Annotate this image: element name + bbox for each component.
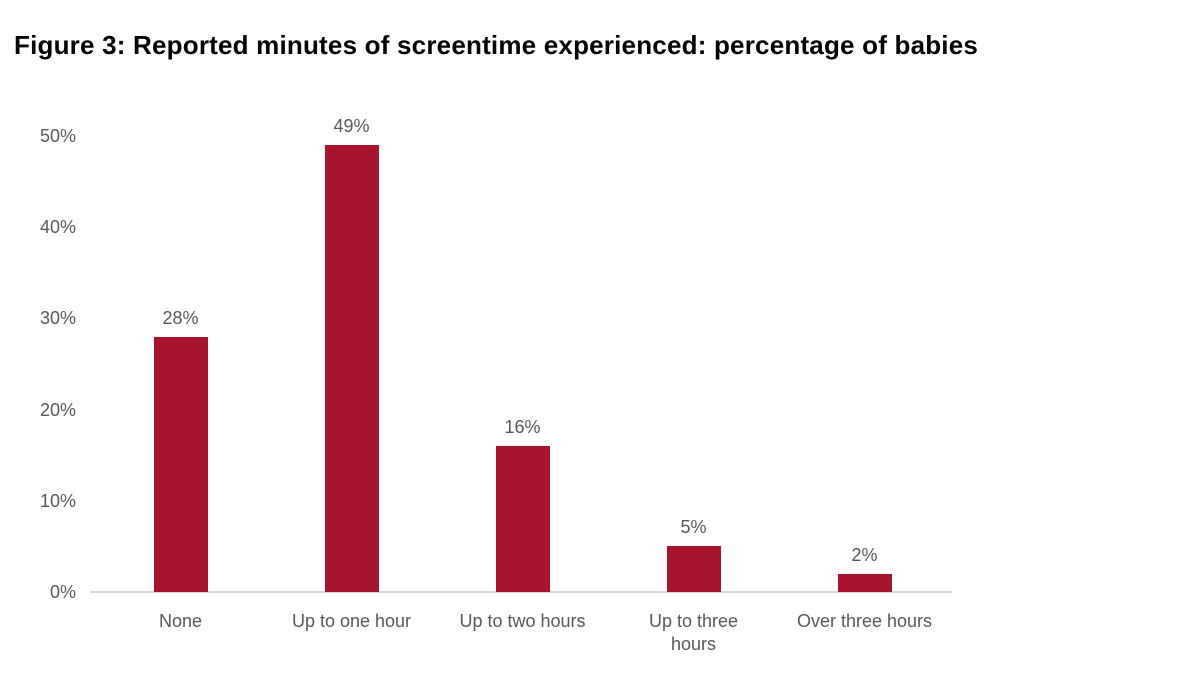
- bar: [324, 145, 379, 592]
- y-tick-label: 30%: [39, 308, 76, 329]
- bar-value-label: 49%: [333, 116, 370, 137]
- x-category-label: Over three hours: [777, 610, 953, 633]
- x-category-label: Up to one hour: [264, 610, 440, 633]
- y-tick-label: 20%: [39, 399, 76, 420]
- bar-value-label: 2%: [851, 544, 878, 565]
- y-tick-label: 0%: [49, 582, 76, 602]
- x-category-label: Up to two hours: [435, 610, 611, 633]
- bar: [153, 336, 208, 592]
- bar-value-label: 28%: [162, 307, 199, 328]
- bar: [666, 546, 721, 592]
- bar-value-label: 16%: [504, 417, 541, 438]
- x-axis-line: [90, 591, 952, 593]
- y-tick-label: 50%: [39, 126, 76, 146]
- y-tick-label: 40%: [39, 217, 76, 238]
- x-category-label-line: hours: [670, 634, 717, 654]
- x-category-label: None: [93, 610, 269, 633]
- x-category-label-line: Up to two hours: [459, 611, 586, 631]
- y-tick-label: 10%: [39, 490, 76, 511]
- bar-value-label: 5%: [680, 517, 707, 538]
- chart-title: Figure 3: Reported minutes of screentime…: [14, 30, 979, 60]
- x-category-label-line: Over three hours: [796, 611, 933, 631]
- x-category-label-line: Up to three: [648, 611, 739, 631]
- x-category-label: Up to three hours: [606, 610, 782, 656]
- bar: [837, 573, 892, 592]
- x-category-label-line: Up to one hour: [291, 611, 412, 631]
- x-category-label-line: None: [158, 611, 203, 631]
- bar: [495, 446, 550, 592]
